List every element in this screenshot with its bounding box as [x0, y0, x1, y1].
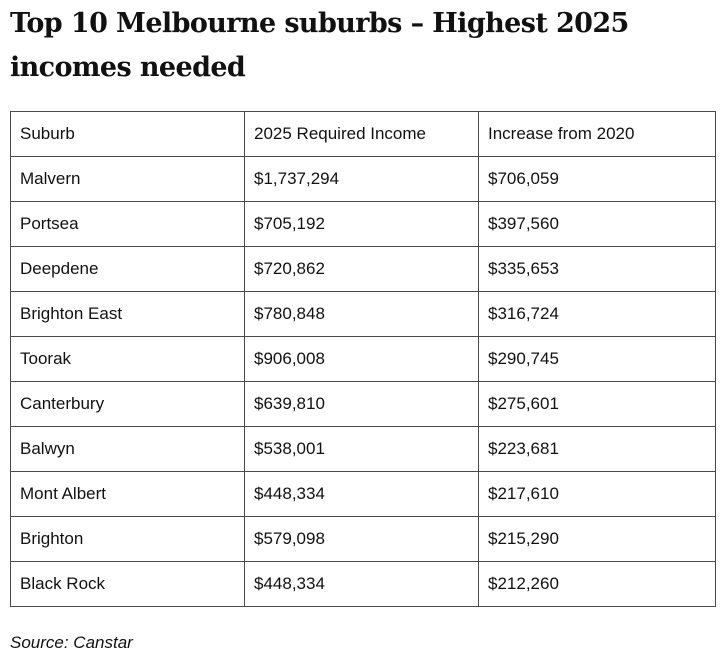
cell-increase: $223,681 — [478, 426, 716, 472]
cell-required-income: $780,848 — [244, 291, 479, 337]
table-row: Toorak $906,008 $290,745 — [10, 336, 716, 382]
cell-increase: $275,601 — [478, 381, 716, 427]
cell-increase: $215,290 — [478, 516, 716, 562]
cell-required-income: $1,737,294 — [244, 156, 479, 202]
cell-increase: $212,260 — [478, 561, 716, 607]
cell-increase: $316,724 — [478, 291, 716, 337]
cell-suburb: Brighton — [10, 516, 245, 562]
cell-increase: $397,560 — [478, 201, 716, 247]
table-header-row: Suburb 2025 Required Income Increase fro… — [10, 111, 716, 157]
cell-suburb: Malvern — [10, 156, 245, 202]
cell-suburb: Portsea — [10, 201, 245, 247]
table-row: Black Rock $448,334 $212,260 — [10, 561, 716, 607]
cell-required-income: $906,008 — [244, 336, 479, 382]
cell-increase: $706,059 — [478, 156, 716, 202]
table-row: Mont Albert $448,334 $217,610 — [10, 471, 716, 517]
cell-suburb: Deepdene — [10, 246, 245, 292]
cell-required-income: $538,001 — [244, 426, 479, 472]
cell-required-income: $579,098 — [244, 516, 479, 562]
table-row: Canterbury $639,810 $275,601 — [10, 381, 716, 427]
cell-required-income: $720,862 — [244, 246, 479, 292]
cell-suburb: Balwyn — [10, 426, 245, 472]
table-row: Portsea $705,192 $397,560 — [10, 201, 716, 247]
cell-required-income: $705,192 — [244, 201, 479, 247]
page-title: Top 10 Melbourne suburbs – Highest 2025 … — [10, 8, 629, 83]
cell-suburb: Brighton East — [10, 291, 245, 337]
header-increase: Increase from 2020 — [478, 111, 716, 157]
cell-increase: $217,610 — [478, 471, 716, 517]
source-credit: Source: Canstar — [10, 633, 133, 652]
cell-suburb: Black Rock — [10, 561, 245, 607]
cell-increase: $290,745 — [478, 336, 716, 382]
header-suburb: Suburb — [10, 111, 245, 157]
header-required-income: 2025 Required Income — [244, 111, 479, 157]
table-row: Brighton East $780,848 $316,724 — [10, 291, 716, 337]
cell-required-income: $639,810 — [244, 381, 479, 427]
table-row: Brighton $579,098 $215,290 — [10, 516, 716, 562]
table-row: Malvern $1,737,294 $706,059 — [10, 156, 716, 202]
income-table: Suburb 2025 Required Income Increase fro… — [10, 111, 716, 607]
cell-required-income: $448,334 — [244, 471, 479, 517]
cell-suburb: Toorak — [10, 336, 245, 382]
cell-required-income: $448,334 — [244, 561, 479, 607]
table-row: Balwyn $538,001 $223,681 — [10, 426, 716, 472]
cell-suburb: Mont Albert — [10, 471, 245, 517]
cell-suburb: Canterbury — [10, 381, 245, 427]
cell-increase: $335,653 — [478, 246, 716, 292]
table-row: Deepdene $720,862 $335,653 — [10, 246, 716, 292]
